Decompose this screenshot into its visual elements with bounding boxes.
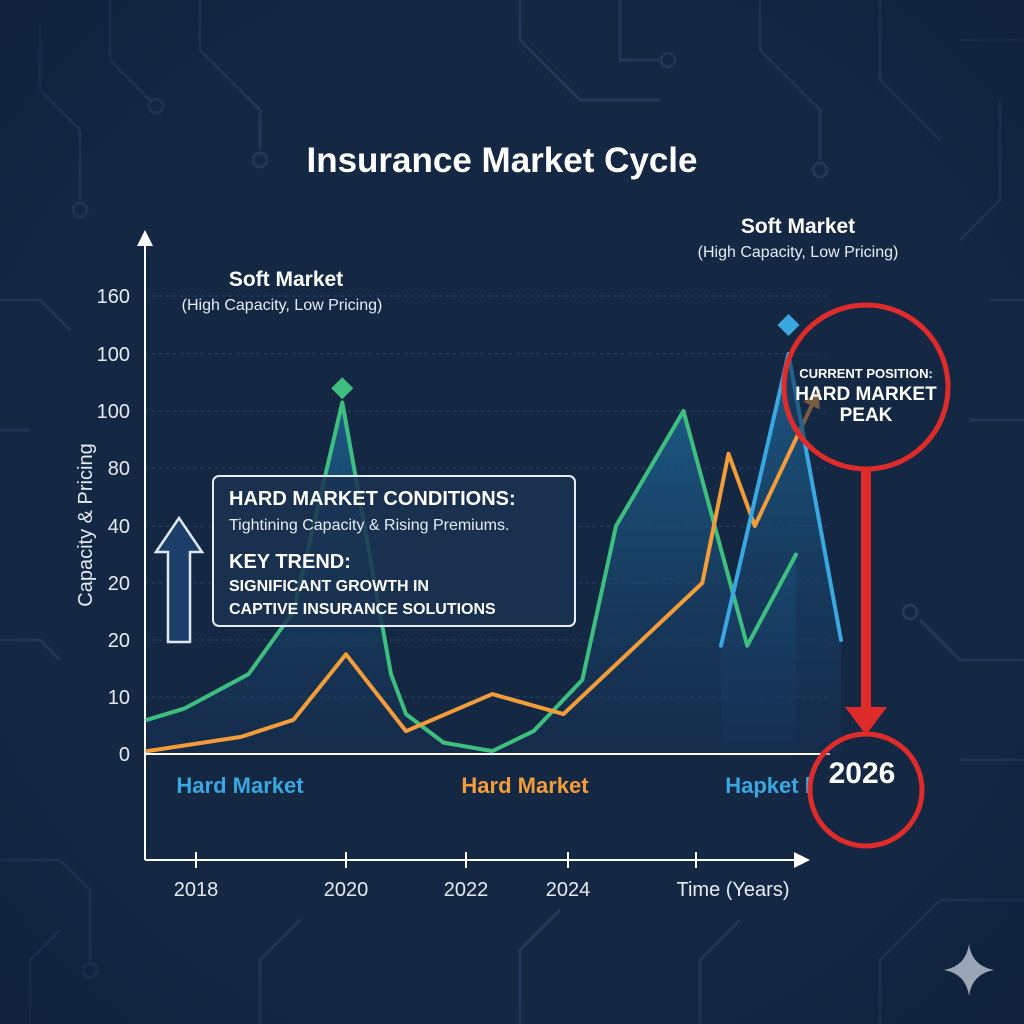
diamond-marker	[777, 314, 800, 336]
x-tick-label: 2018	[174, 879, 219, 901]
y-tick-label: 160	[97, 286, 130, 308]
current-position-line-2: HARD MARKET	[795, 384, 937, 405]
soft-market-left-subtitle: (High Capacity, Low Pricing)	[182, 297, 383, 314]
x-axis-label: Time (Years)	[677, 879, 790, 901]
chart-title: Insurance Market Cycle	[306, 141, 697, 180]
y-tick-label: 0	[119, 744, 130, 766]
series-line-1	[145, 389, 821, 754]
sparkle-icon	[944, 944, 994, 996]
phase-label-3: Hapket l	[725, 773, 811, 798]
key-trend-line-1: SIGNIFICANT GROWTH IN	[229, 578, 429, 595]
key-trend-heading: KEY TREND:	[229, 551, 351, 573]
y-tick-label: 10	[108, 687, 130, 709]
soft-market-annotation-left: Soft Market (High Capacity, Low Pricing)	[182, 268, 383, 314]
y-tick-label: 40	[108, 516, 130, 538]
phase-label-2: Hard Market	[461, 773, 589, 798]
year-marker-label: 2026	[829, 757, 896, 790]
soft-market-right-title: Soft Market	[741, 215, 855, 238]
y-tick-label: 100	[97, 401, 130, 423]
peak-markers	[331, 314, 800, 400]
y-tick-label: 80	[108, 458, 130, 480]
area-series-blue	[721, 354, 841, 754]
current-position-callout: CURRENT POSITION: HARD MARKET PEAK	[781, 302, 951, 472]
x-tick-label: 2022	[444, 879, 489, 901]
area-series-green	[147, 402, 796, 754]
soft-market-left-title: Soft Market	[229, 268, 343, 291]
year-marker-callout: 2026	[807, 731, 925, 849]
key-trend-line-2: CAPTIVE INSURANCE SOLUTIONS	[229, 601, 496, 618]
current-position-line-1: CURRENT POSITION:	[799, 366, 933, 381]
conditions-text: Tightining Capacity & Rising Premiums.	[229, 517, 509, 534]
soft-market-annotation-right: Soft Market (High Capacity, Low Pricing)	[698, 215, 899, 261]
y-tick-label: 100	[97, 344, 130, 366]
phase-label-1: Hard Market	[176, 773, 304, 798]
x-axis-ticks: 2018 2020 2022 2024	[174, 852, 697, 901]
pointer-arrow	[845, 469, 887, 735]
y-tick-label: 20	[108, 630, 130, 652]
y-axis-ticks: 0 10 20 20 40 80 100 100 160	[97, 286, 130, 766]
axes	[137, 230, 830, 868]
y-tick-label: 20	[108, 573, 130, 595]
series-line-0	[145, 400, 798, 754]
soft-market-right-subtitle: (High Capacity, Low Pricing)	[698, 244, 899, 261]
hard-market-conditions-box: HARD MARKET CONDITIONS: Tightining Capac…	[212, 475, 576, 627]
phase-labels: Hard Market Hard Market Hapket l	[176, 773, 810, 798]
diamond-marker	[331, 377, 354, 400]
area-fill	[147, 354, 841, 754]
y-axis-label: Capacity & Pricing	[75, 443, 97, 606]
up-arrow-icon	[153, 515, 205, 644]
conditions-heading: HARD MARKET CONDITIONS:	[229, 488, 516, 510]
x-tick-label: 2020	[324, 879, 369, 901]
current-position-line-3: PEAK	[840, 405, 893, 426]
x-tick-label: 2024	[546, 879, 591, 901]
